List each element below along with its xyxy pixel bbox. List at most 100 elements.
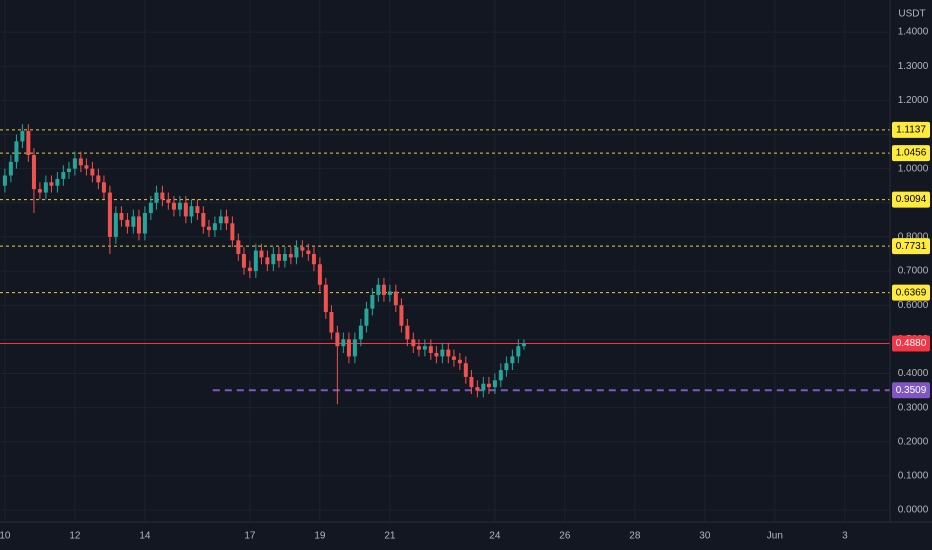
- y-tick-label: 0.8000: [898, 232, 929, 243]
- candle-body: [323, 284, 328, 313]
- candle-body: [516, 346, 521, 357]
- candle-body: [405, 325, 410, 340]
- price-label-box: [892, 382, 930, 399]
- candle-body: [358, 325, 363, 340]
- candle-body: [329, 312, 334, 333]
- y-tick-label: 0.1000: [898, 471, 929, 482]
- candle-body: [212, 223, 217, 231]
- y-tick-label: 0.7000: [898, 266, 929, 277]
- candle-body: [475, 387, 480, 391]
- candle-body: [259, 250, 264, 258]
- candle-body: [96, 175, 101, 183]
- candle-body: [265, 257, 270, 265]
- x-tick-label: 19: [314, 531, 326, 542]
- candle-body: [306, 250, 311, 255]
- candle-body: [166, 199, 171, 203]
- candle-body: [469, 376, 474, 388]
- candle-body: [498, 370, 503, 381]
- candle-body: [521, 343, 526, 347]
- x-tick-label: 24: [489, 531, 501, 542]
- y-tick-label: 0.4000: [898, 368, 929, 379]
- candle-body: [253, 250, 258, 272]
- x-tick-label: 21: [384, 531, 396, 542]
- price-label: 1.0456: [896, 148, 927, 159]
- candle-body: [381, 284, 386, 295]
- axis-unit: USDT: [898, 9, 925, 20]
- candle-body: [119, 213, 124, 220]
- candle-body: [440, 349, 445, 357]
- candle-body: [457, 359, 462, 364]
- candle-body: [113, 213, 118, 237]
- x-tick-label: 26: [559, 531, 571, 542]
- candle-body: [160, 192, 165, 200]
- price-label-box: [892, 284, 930, 301]
- candle-body: [78, 158, 83, 166]
- candle-body: [206, 226, 211, 231]
- candle-body: [148, 202, 153, 214]
- x-tick-label: 3: [842, 531, 848, 542]
- candle-body: [411, 339, 416, 347]
- candle-body: [195, 206, 200, 214]
- candle-body: [230, 223, 235, 241]
- x-tick-label: 17: [244, 531, 256, 542]
- y-tick-label: 1.0000: [898, 163, 929, 174]
- price-label-box: [892, 238, 930, 255]
- candle-body: [66, 168, 71, 173]
- candle-body: [154, 192, 159, 203]
- candle-body: [492, 380, 497, 388]
- candle-body: [107, 192, 112, 237]
- candle-body: [463, 363, 468, 377]
- candle-body: [8, 161, 13, 176]
- x-tick-label: 30: [699, 531, 711, 542]
- y-tick-label: 1.4000: [898, 27, 929, 38]
- candle-body: [352, 339, 357, 357]
- candle-body: [276, 254, 281, 261]
- candle-body: [346, 339, 351, 357]
- candles: [2, 124, 526, 405]
- candle-body: [288, 254, 293, 258]
- price-label-box: [892, 335, 930, 352]
- candle-body: [26, 131, 31, 155]
- x-tick-label: 14: [139, 531, 151, 542]
- candle-body: [434, 353, 439, 357]
- candle-body: [416, 346, 421, 350]
- y-tick-label: 1.3000: [898, 61, 929, 72]
- candle-body: [101, 182, 106, 193]
- candle-body: [171, 202, 176, 210]
- candle-body: [300, 247, 305, 251]
- candle-body: [177, 202, 182, 210]
- candle-body: [20, 131, 25, 142]
- candle-body: [486, 383, 491, 388]
- candle-body: [2, 175, 7, 186]
- candle-body: [142, 213, 147, 234]
- candle-body: [364, 308, 369, 326]
- price-label-box: [892, 191, 930, 208]
- candle-body: [31, 154, 36, 190]
- candle-body: [49, 182, 54, 186]
- candle-body: [422, 346, 427, 350]
- candle-body: [84, 165, 89, 169]
- candle-body: [241, 254, 246, 268]
- candle-body: [131, 216, 136, 227]
- price-label-box: [892, 121, 930, 138]
- price-label: 0.3509: [896, 385, 927, 396]
- x-tick-label: Jun: [767, 531, 783, 542]
- candle-body: [510, 356, 515, 364]
- price-label: 0.7731: [896, 241, 927, 252]
- candle-body: [481, 383, 486, 391]
- price-label: 0.4880: [896, 338, 927, 349]
- grid: [0, 0, 890, 522]
- level-labels: 1.1137 1.0456 0.9094 0.7731 0.6369 0.4880 0.35…: [892, 121, 930, 399]
- price-label: 0.9094: [896, 194, 927, 205]
- y-tick-label: 1.2000: [898, 95, 929, 106]
- candle-body: [282, 254, 287, 261]
- candle-body: [387, 291, 392, 295]
- y-tick-label: 0.3000: [898, 402, 929, 413]
- candle-body: [14, 141, 19, 162]
- candle-body: [201, 213, 206, 227]
- candle-body: [236, 240, 241, 255]
- y-tick-label: 0.6000: [898, 300, 929, 311]
- candle-body: [218, 216, 223, 224]
- price-label: 0.6369: [896, 287, 927, 298]
